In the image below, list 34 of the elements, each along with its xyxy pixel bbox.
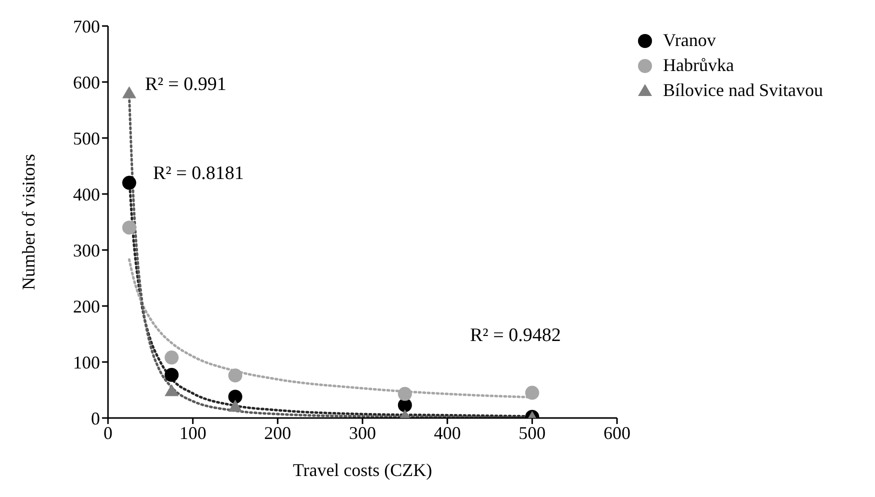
point bbox=[164, 368, 179, 382]
x-axis-title: Travel costs (CZK) bbox=[292, 460, 432, 480]
point bbox=[228, 400, 242, 412]
y-tick-label: 600 bbox=[73, 72, 100, 92]
y-tick-label: 0 bbox=[91, 408, 100, 428]
point bbox=[164, 384, 179, 396]
point bbox=[525, 386, 540, 400]
x-tick-label: 500 bbox=[518, 422, 546, 443]
x-tick-label: 300 bbox=[349, 422, 376, 443]
y-tick-label: 500 bbox=[73, 128, 100, 148]
x-tick-label: 0 bbox=[104, 422, 112, 443]
x-tick-label: 200 bbox=[264, 422, 292, 443]
point bbox=[228, 390, 242, 404]
point bbox=[122, 176, 136, 190]
legend-label: Vranov bbox=[663, 29, 716, 52]
y-tick-label: 200 bbox=[73, 296, 100, 316]
point bbox=[228, 368, 242, 382]
point bbox=[122, 220, 136, 235]
x-tick-label: 100 bbox=[179, 422, 206, 443]
point bbox=[164, 350, 179, 365]
legend-label: Habrůvka bbox=[663, 54, 734, 77]
annotation: R² = 0.9482 bbox=[470, 325, 561, 347]
y-axis-title: Number of visitors bbox=[18, 154, 38, 290]
y-tick-label: 300 bbox=[73, 240, 100, 260]
point bbox=[398, 386, 412, 401]
annotation: R² = 0.991 bbox=[145, 74, 226, 96]
point bbox=[122, 86, 136, 98]
y-tick-label: 700 bbox=[73, 16, 100, 36]
y-tick-label: 100 bbox=[73, 352, 100, 372]
legend-label: Bílovice nad Svitavou bbox=[663, 79, 823, 102]
y-tick-label: 400 bbox=[73, 184, 100, 204]
annotation: R² = 0.8181 bbox=[153, 163, 244, 185]
x-tick-label: 400 bbox=[434, 422, 461, 443]
x-tick-label: 600 bbox=[604, 422, 631, 443]
